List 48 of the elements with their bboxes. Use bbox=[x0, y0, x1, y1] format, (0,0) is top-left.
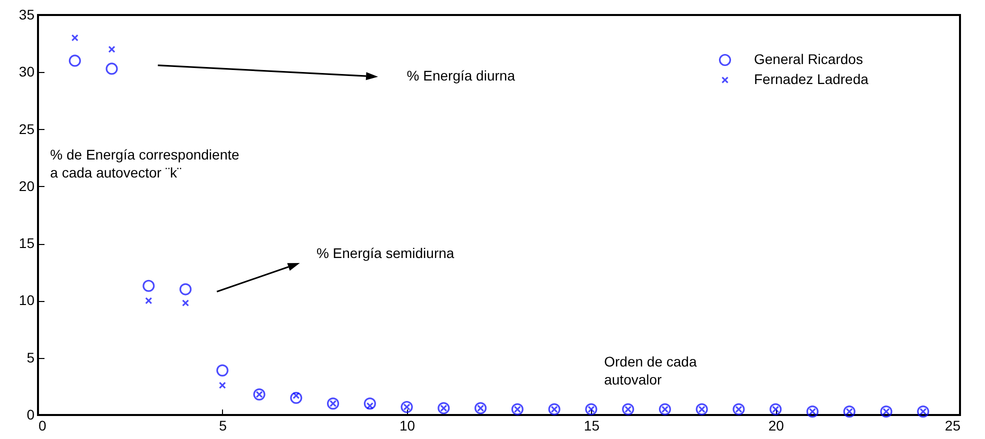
point bbox=[843, 406, 856, 418]
point bbox=[142, 280, 155, 292]
point bbox=[216, 364, 228, 376]
point bbox=[917, 406, 930, 418]
annotation: % de Energía correspondiente a cada autovector ¨k¨ bbox=[50, 146, 240, 181]
y-tick-label: 35 bbox=[18, 6, 35, 22]
annotation: % Energía semidiurna bbox=[316, 244, 454, 261]
legend-label: General Ricardos bbox=[754, 51, 863, 67]
x-tick-label: 0 bbox=[38, 418, 46, 434]
y-tick-label: 25 bbox=[18, 120, 35, 137]
x-tick-label: 5 bbox=[219, 418, 227, 434]
point bbox=[585, 403, 598, 416]
point bbox=[438, 402, 450, 414]
point bbox=[68, 54, 81, 67]
point bbox=[218, 382, 226, 389]
point bbox=[182, 299, 190, 307]
y-tick-label: 5 bbox=[26, 349, 35, 366]
y-tick-label: 0 bbox=[26, 406, 35, 422]
point bbox=[622, 403, 634, 416]
point bbox=[474, 402, 487, 414]
x-tick-label: 10 bbox=[400, 418, 416, 434]
point bbox=[548, 403, 560, 416]
x-tick-label: 20 bbox=[768, 418, 784, 434]
point bbox=[806, 406, 819, 418]
point bbox=[696, 403, 708, 416]
point bbox=[326, 398, 340, 410]
point bbox=[880, 406, 892, 418]
x-tick-label: 25 bbox=[944, 418, 961, 434]
point bbox=[290, 392, 302, 404]
point bbox=[732, 403, 745, 416]
y-tick-label: 10 bbox=[18, 292, 35, 308]
point bbox=[511, 403, 524, 416]
y-tick-label: 15 bbox=[18, 235, 35, 252]
point bbox=[364, 398, 376, 410]
legend-label: Fernadez Ladreda bbox=[754, 71, 869, 87]
point bbox=[400, 400, 413, 414]
point bbox=[658, 403, 672, 416]
point bbox=[179, 283, 192, 296]
point bbox=[71, 34, 78, 42]
annotation: Orden de cada autovalor bbox=[604, 353, 697, 388]
point bbox=[145, 297, 152, 304]
y-tick-label: 20 bbox=[18, 178, 35, 194]
x-tick-label: 15 bbox=[584, 418, 600, 434]
point bbox=[106, 62, 118, 75]
point bbox=[108, 46, 116, 53]
annotation: % Energía diurna bbox=[406, 68, 516, 84]
point bbox=[770, 403, 782, 416]
y-tick-label: 30 bbox=[18, 64, 35, 80]
